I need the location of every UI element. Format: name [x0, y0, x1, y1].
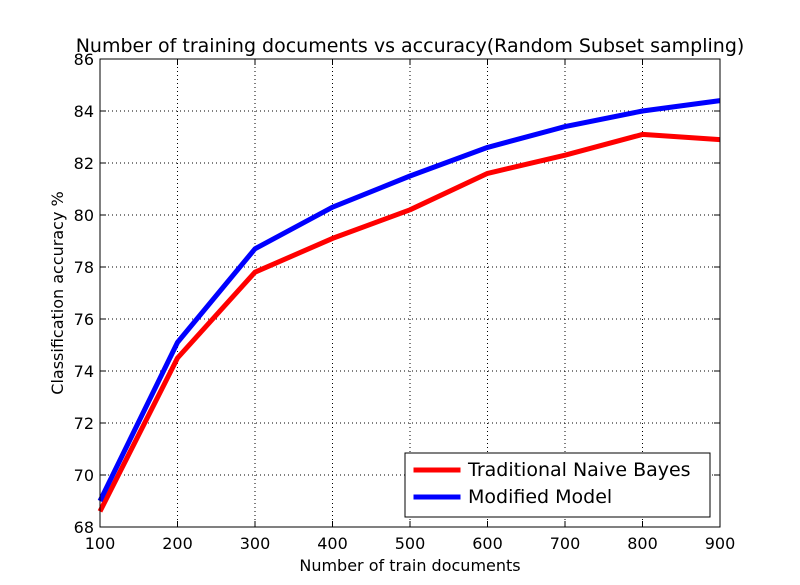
y-tick-label: 72: [74, 414, 94, 433]
x-tick-label: 900: [705, 534, 736, 553]
x-axis-ticks: 100 200 300 400 500 600 700 800 900: [85, 59, 736, 553]
y-tick-label: 76: [74, 310, 94, 329]
x-tick-label: 700: [550, 534, 581, 553]
y-tick-label: 80: [74, 206, 94, 225]
y-tick-label: 86: [74, 50, 94, 69]
y-tick-label: 70: [74, 466, 94, 485]
x-tick-label: 300: [240, 534, 271, 553]
x-tick-label: 500: [395, 534, 426, 553]
y-tick-label: 82: [74, 154, 94, 173]
x-tick-label: 200: [162, 534, 193, 553]
y-tick-label: 78: [74, 258, 94, 277]
series-lines: [97, 98, 721, 513]
legend-label-modified-model: Modified Model: [468, 486, 612, 508]
plot-area: [100, 59, 720, 527]
legend-box: [404, 452, 711, 518]
x-tick-label: 800: [627, 534, 658, 553]
x-tick-label: 400: [317, 534, 348, 553]
y-tick-label: 84: [74, 102, 94, 121]
x-axis-label: Number of train documents: [299, 556, 520, 575]
x-tick-label: 600: [472, 534, 503, 553]
x-tick-label: 100: [85, 534, 116, 553]
y-tick-label: 74: [74, 362, 94, 381]
legend-label-traditional-naive-bayes: Traditional Naive Bayes: [467, 459, 691, 481]
y-axis-label: Classification accuracy %: [48, 191, 67, 394]
series-line-traditional-naive-bayes: [97, 131, 721, 513]
y-tick-label: 68: [74, 518, 94, 537]
series-line-modified-model: [97, 98, 721, 503]
legend: Traditional Naive Bayes Modified Model: [404, 452, 711, 518]
chart-title: Number of training documents vs accuracy…: [76, 35, 745, 57]
y-axis-ticks: 68 70 72 74 76 78 80 82 84 86: [74, 50, 720, 537]
